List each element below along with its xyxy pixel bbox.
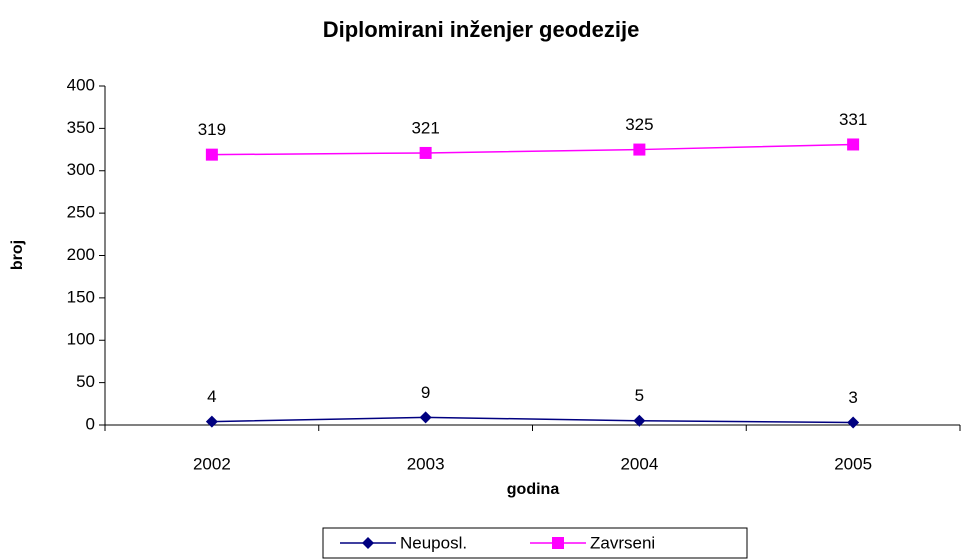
marker — [633, 414, 646, 427]
y-tick-label: 250 — [67, 203, 95, 222]
marker — [205, 415, 218, 428]
y-tick-label: 350 — [67, 118, 95, 137]
data-label: 321 — [411, 118, 439, 137]
y-tick-label: 50 — [76, 372, 95, 391]
data-label: 3 — [848, 388, 857, 407]
marker — [419, 146, 432, 159]
marker — [419, 411, 432, 424]
marker — [205, 148, 218, 161]
y-axis-title: broj — [9, 240, 26, 270]
data-label: 4 — [207, 387, 216, 406]
x-tick-label: 2003 — [407, 454, 445, 473]
x-axis-title: godina — [507, 481, 560, 498]
y-tick-label: 0 — [86, 414, 95, 433]
y-tick-label: 300 — [67, 160, 95, 179]
x-tick-label: 2004 — [620, 454, 658, 473]
series-line — [211, 416, 854, 424]
chart-title: Diplomirani inženjer geodezije — [323, 17, 640, 42]
marker — [552, 537, 564, 549]
marker — [847, 138, 860, 151]
y-tick-label: 200 — [67, 245, 95, 264]
data-label: 319 — [198, 120, 226, 139]
y-tick-label: 400 — [67, 75, 95, 94]
data-label: 331 — [839, 110, 867, 129]
data-label: 5 — [635, 386, 644, 405]
x-tick-label: 2002 — [193, 454, 231, 473]
marker — [847, 416, 860, 429]
data-label: 9 — [421, 383, 430, 402]
marker — [362, 537, 374, 549]
x-tick-label: 2005 — [834, 454, 872, 473]
legend-label: Neuposl. — [400, 533, 467, 552]
legend-label: Zavrseni — [590, 533, 655, 552]
y-tick-label: 150 — [67, 287, 95, 306]
series-line — [211, 143, 854, 156]
marker — [633, 143, 646, 156]
y-tick-label: 100 — [67, 330, 95, 349]
data-label: 325 — [625, 115, 653, 134]
